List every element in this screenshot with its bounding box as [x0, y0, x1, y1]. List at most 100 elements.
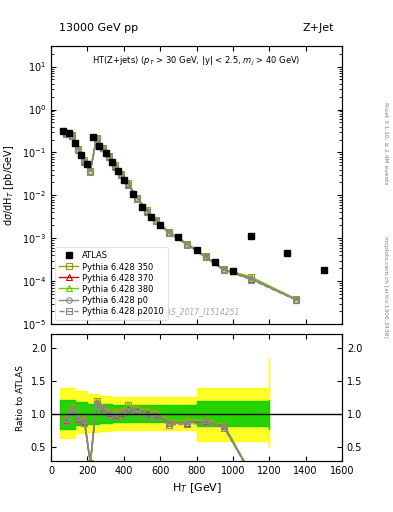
Line: Pythia 6.428 350: Pythia 6.428 350 — [63, 131, 299, 302]
ATLAS — [130, 191, 135, 198]
Pythia 6.428 p2010 — [221, 267, 226, 273]
Pythia 6.428 370 — [249, 275, 253, 282]
Pythia 6.428 350 — [76, 146, 81, 152]
Pythia 6.428 370 — [64, 131, 68, 137]
Pythia 6.428 p0 — [88, 168, 93, 174]
Pythia 6.428 370 — [100, 145, 105, 151]
Pythia 6.428 p0 — [70, 133, 75, 139]
ATLAS — [67, 130, 72, 136]
Pythia 6.428 350 — [249, 274, 253, 280]
Pythia 6.428 380 — [294, 296, 299, 303]
Pythia 6.428 p0 — [112, 163, 117, 169]
ATLAS — [79, 153, 84, 159]
Pythia 6.428 370 — [118, 171, 123, 177]
Pythia 6.428 380 — [94, 135, 99, 141]
Text: 13000 GeV pp: 13000 GeV pp — [59, 23, 138, 33]
Line: Pythia 6.428 p0: Pythia 6.428 p0 — [63, 131, 299, 303]
ATLAS — [109, 159, 114, 165]
Pythia 6.428 380 — [88, 167, 93, 174]
Pythia 6.428 370 — [112, 163, 117, 169]
Pythia 6.428 350 — [82, 157, 87, 163]
Pythia 6.428 p0 — [94, 135, 99, 141]
ATLAS — [140, 203, 144, 209]
Pythia 6.428 370 — [94, 135, 99, 141]
Pythia 6.428 350 — [106, 153, 111, 159]
Pythia 6.428 380 — [203, 253, 208, 260]
Pythia 6.428 370 — [203, 254, 208, 260]
ATLAS — [321, 267, 326, 273]
Pythia 6.428 p0 — [118, 171, 123, 177]
Y-axis label: d$\sigma$/dH$_T$ [pb/GeV]: d$\sigma$/dH$_T$ [pb/GeV] — [2, 144, 17, 226]
Pythia 6.428 380 — [64, 130, 68, 136]
Line: Pythia 6.428 370: Pythia 6.428 370 — [63, 131, 299, 303]
Pythia 6.428 350 — [135, 195, 140, 201]
Pythia 6.428 p2010 — [100, 145, 105, 152]
Text: HT(Z+jets) ($p_T$ > 30 GeV, |y| < 2.5, $m_j$ > 40 GeV): HT(Z+jets) ($p_T$ > 30 GeV, |y| < 2.5, $… — [92, 54, 301, 68]
Pythia 6.428 p0 — [203, 254, 208, 260]
Pythia 6.428 380 — [153, 217, 158, 223]
Pythia 6.428 370 — [76, 146, 81, 153]
Pythia 6.428 p2010 — [76, 147, 81, 153]
Pythia 6.428 350 — [88, 167, 93, 174]
Line: Pythia 6.428 380: Pythia 6.428 380 — [63, 131, 299, 302]
Pythia 6.428 p2010 — [294, 297, 299, 304]
Pythia 6.428 370 — [294, 297, 299, 303]
Pythia 6.428 380 — [106, 153, 111, 159]
Pythia 6.428 p2010 — [126, 182, 131, 188]
Line: ATLAS: ATLAS — [60, 127, 327, 275]
Pythia 6.428 p2010 — [249, 276, 253, 283]
Pythia 6.428 370 — [167, 230, 172, 236]
Pythia 6.428 350 — [167, 229, 172, 235]
Pythia 6.428 380 — [249, 274, 253, 280]
Pythia 6.428 p0 — [100, 145, 105, 151]
Pythia 6.428 p2010 — [144, 208, 149, 215]
Pythia 6.428 350 — [203, 253, 208, 260]
Pythia 6.428 350 — [64, 130, 68, 136]
Pythia 6.428 p2010 — [112, 163, 117, 169]
ATLAS — [194, 246, 199, 252]
Pythia 6.428 350 — [221, 266, 226, 272]
Pythia 6.428 p0 — [294, 297, 299, 303]
Pythia 6.428 p2010 — [167, 230, 172, 237]
Pythia 6.428 p0 — [64, 131, 68, 137]
Pythia 6.428 350 — [94, 135, 99, 141]
ATLAS — [61, 127, 66, 134]
Pythia 6.428 350 — [100, 144, 105, 151]
Pythia 6.428 370 — [106, 154, 111, 160]
Pythia 6.428 p0 — [221, 267, 226, 273]
Pythia 6.428 370 — [126, 181, 131, 187]
Pythia 6.428 380 — [221, 266, 226, 272]
Text: Rivet 3.1.10, ≥ 2.4M events: Rivet 3.1.10, ≥ 2.4M events — [383, 102, 388, 185]
Legend: ATLAS, Pythia 6.428 350, Pythia 6.428 370, Pythia 6.428 380, Pythia 6.428 p0, Py: ATLAS, Pythia 6.428 350, Pythia 6.428 37… — [55, 247, 168, 320]
Pythia 6.428 p0 — [76, 146, 81, 153]
ATLAS — [115, 167, 120, 174]
Pythia 6.428 380 — [76, 146, 81, 152]
ATLAS — [158, 222, 163, 228]
ATLAS — [85, 161, 90, 167]
Pythia 6.428 380 — [82, 157, 87, 163]
Pythia 6.428 370 — [135, 196, 140, 202]
Pythia 6.428 370 — [70, 133, 75, 139]
Pythia 6.428 350 — [153, 217, 158, 223]
ATLAS — [103, 151, 108, 157]
Pythia 6.428 p2010 — [88, 168, 93, 175]
Pythia 6.428 380 — [185, 241, 190, 247]
ATLAS — [176, 233, 181, 240]
ATLAS — [285, 250, 290, 257]
Pythia 6.428 p0 — [167, 230, 172, 236]
Pythia 6.428 380 — [70, 132, 75, 138]
Pythia 6.428 380 — [144, 207, 149, 213]
Text: mcplots.cern.ch [arXiv:1306.3436]: mcplots.cern.ch [arXiv:1306.3436] — [383, 236, 388, 337]
Pythia 6.428 p2010 — [64, 131, 68, 137]
Pythia 6.428 p0 — [144, 208, 149, 214]
Pythia 6.428 370 — [185, 242, 190, 248]
Pythia 6.428 350 — [144, 207, 149, 213]
Pythia 6.428 370 — [221, 267, 226, 273]
Pythia 6.428 p2010 — [118, 172, 123, 178]
Pythia 6.428 380 — [112, 162, 117, 168]
Pythia 6.428 350 — [118, 170, 123, 177]
Pythia 6.428 p0 — [126, 181, 131, 187]
ATLAS — [121, 177, 126, 183]
Pythia 6.428 p2010 — [203, 254, 208, 261]
Pythia 6.428 p2010 — [82, 159, 87, 165]
